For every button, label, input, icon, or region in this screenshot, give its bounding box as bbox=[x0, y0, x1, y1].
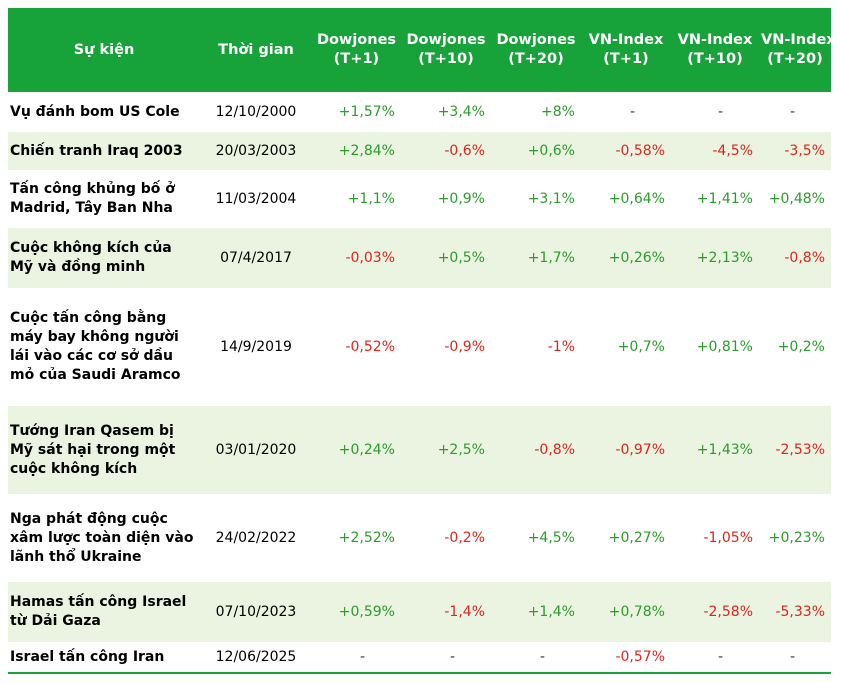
value-vn-t20: -2,53% bbox=[775, 441, 825, 458]
value-dow-t10: +3,4% bbox=[437, 103, 485, 120]
header-row: Sự kiện Thời gian Dowjones (T+1) Dowjones… bbox=[8, 8, 836, 92]
value-dow-t1: +2,52% bbox=[338, 529, 395, 546]
event-date: 12/10/2000 bbox=[215, 103, 297, 120]
value-vn-t1: -0,57% bbox=[615, 648, 665, 665]
value-dow-t10: +0,9% bbox=[437, 190, 485, 207]
value-dow-t10: +0,5% bbox=[437, 249, 485, 266]
value-vn-t20: -0,8% bbox=[784, 249, 825, 266]
value-vn-t1: +0,26% bbox=[608, 249, 665, 266]
table-row: Nga phát động cuộc xâm lược toàn diện và… bbox=[8, 494, 831, 582]
event-date: 11/03/2004 bbox=[215, 190, 297, 207]
events-table-container: Sự kiện Thời gian Dowjones (T+1) Dowjones… bbox=[8, 8, 836, 674]
header-event: Sự kiện bbox=[73, 41, 135, 58]
header-date: Thời gian bbox=[218, 41, 294, 58]
value-vn-t1: - bbox=[629, 103, 635, 120]
value-vn-t10: +2,13% bbox=[696, 249, 753, 266]
value-vn-t10: - bbox=[717, 103, 723, 120]
value-vn-t1: +0,64% bbox=[608, 190, 665, 207]
value-dow-t10: -1,4% bbox=[444, 603, 485, 620]
table-row: Cuộc tấn công bằng máy bay không người l… bbox=[8, 288, 831, 406]
event-name: Israel tấn công Iran bbox=[10, 648, 165, 665]
table-body: Vụ đánh bom US Cole 12/10/2000 +1,57% +3,4%… bbox=[8, 92, 831, 672]
value-dow-t20: +4,5% bbox=[527, 529, 575, 546]
event-date: 14/9/2019 bbox=[220, 338, 292, 355]
value-dow-t10: -0,6% bbox=[444, 142, 485, 159]
value-dow-t1: +2,84% bbox=[338, 142, 395, 159]
value-vn-t20: +0,2% bbox=[777, 338, 825, 355]
value-dow-t1: +1,57% bbox=[338, 103, 395, 120]
value-vn-t20: -3,5% bbox=[784, 142, 825, 159]
value-dow-t1: - bbox=[359, 648, 365, 665]
value-vn-t10: -4,5% bbox=[712, 142, 753, 159]
event-name: Tướng Iran Qasem bị Mỹ sát hại trong một… bbox=[10, 422, 176, 477]
value-dow-t10: - bbox=[449, 648, 455, 665]
value-dow-t20: +0,6% bbox=[527, 142, 575, 159]
table-row: Israel tấn công Iran 12/06/2025 - - - -0,57% -… bbox=[8, 642, 831, 672]
event-name: Vụ đánh bom US Cole bbox=[10, 103, 180, 120]
header-dow-t1: Dowjones (T+1) bbox=[316, 32, 397, 67]
event-date: 07/4/2017 bbox=[220, 249, 292, 266]
value-dow-t1: -0,52% bbox=[345, 338, 395, 355]
event-date: 24/02/2022 bbox=[215, 529, 297, 546]
value-dow-t20: +1,4% bbox=[527, 603, 575, 620]
value-dow-t20: -0,8% bbox=[534, 441, 575, 458]
value-vn-t10: -1,05% bbox=[703, 529, 753, 546]
value-dow-t20: -1% bbox=[547, 338, 575, 355]
value-vn-t20: +0,23% bbox=[768, 529, 825, 546]
value-vn-t10: +1,43% bbox=[696, 441, 753, 458]
table-row: Cuộc không kích của Mỹ và đồng minh 07/4/… bbox=[8, 228, 831, 288]
value-dow-t10: -0,2% bbox=[444, 529, 485, 546]
value-vn-t10: -2,58% bbox=[703, 603, 753, 620]
value-vn-t20: +0,48% bbox=[768, 190, 825, 207]
table-row: Hamas tấn công Israel từ Dải Gaza 07/10/2… bbox=[8, 582, 831, 642]
value-dow-t20: - bbox=[539, 648, 545, 665]
value-vn-t20: - bbox=[789, 648, 795, 665]
value-dow-t10: -0,9% bbox=[444, 338, 485, 355]
event-name: Tấn công khủng bố ở Madrid, Tây Ban Nha bbox=[10, 181, 175, 216]
value-vn-t10: +0,81% bbox=[696, 338, 753, 355]
header-vn-t10: VN-Index (T+10) bbox=[677, 32, 753, 67]
table-row: Chiến tranh Iraq 2003 20/03/2003 +2,84% -0,… bbox=[8, 132, 831, 170]
market-reaction-table: Sự kiện Thời gian Dowjones (T+1) Dowjones… bbox=[8, 8, 836, 672]
table-row: Vụ đánh bom US Cole 12/10/2000 +1,57% +3,4%… bbox=[8, 92, 831, 132]
value-vn-t1: +0,27% bbox=[608, 529, 665, 546]
value-vn-t10: - bbox=[717, 648, 723, 665]
value-dow-t1: +0,59% bbox=[338, 603, 395, 620]
value-vn-t1: -0,97% bbox=[615, 441, 665, 458]
value-vn-t10: +1,41% bbox=[696, 190, 753, 207]
value-vn-t1: -0,58% bbox=[615, 142, 665, 159]
event-name: Cuộc tấn công bằng máy bay không người l… bbox=[10, 310, 181, 383]
header-vn-t1: VN-Index (T+1) bbox=[588, 32, 664, 67]
value-vn-t1: +0,78% bbox=[608, 603, 665, 620]
header-dow-t20: Dowjones (T+20) bbox=[496, 32, 576, 67]
event-date: 12/06/2025 bbox=[215, 648, 297, 665]
event-date: 07/10/2023 bbox=[215, 603, 297, 620]
value-dow-t1: +1,1% bbox=[347, 190, 395, 207]
table-row: Tướng Iran Qasem bị Mỹ sát hại trong một… bbox=[8, 406, 831, 494]
event-name: Chiến tranh Iraq 2003 bbox=[10, 142, 183, 159]
table-row: Tấn công khủng bố ở Madrid, Tây Ban Nha 1… bbox=[8, 170, 831, 228]
value-dow-t1: -0,03% bbox=[345, 249, 395, 266]
header-vn-t20: VN-Index (T+20) bbox=[761, 32, 836, 67]
event-name: Cuộc không kích của Mỹ và đồng minh bbox=[10, 240, 172, 275]
table-bottom-rule bbox=[8, 672, 831, 674]
value-dow-t20: +1,7% bbox=[527, 249, 575, 266]
header-dow-t10: Dowjones (T+10) bbox=[406, 32, 486, 67]
value-vn-t20: - bbox=[789, 103, 795, 120]
value-dow-t1: +0,24% bbox=[338, 441, 395, 458]
value-vn-t1: +0,7% bbox=[617, 338, 665, 355]
value-dow-t10: +2,5% bbox=[437, 441, 485, 458]
value-vn-t20: -5,33% bbox=[775, 603, 825, 620]
table-header: Sự kiện Thời gian Dowjones (T+1) Dowjones… bbox=[8, 8, 836, 92]
value-dow-t20: +3,1% bbox=[527, 190, 575, 207]
event-name: Hamas tấn công Israel từ Dải Gaza bbox=[10, 594, 187, 629]
event-name: Nga phát động cuộc xâm lược toàn diện và… bbox=[10, 510, 194, 565]
value-dow-t20: +8% bbox=[541, 103, 575, 120]
event-date: 20/03/2003 bbox=[215, 142, 297, 159]
event-date: 03/01/2020 bbox=[215, 441, 297, 458]
